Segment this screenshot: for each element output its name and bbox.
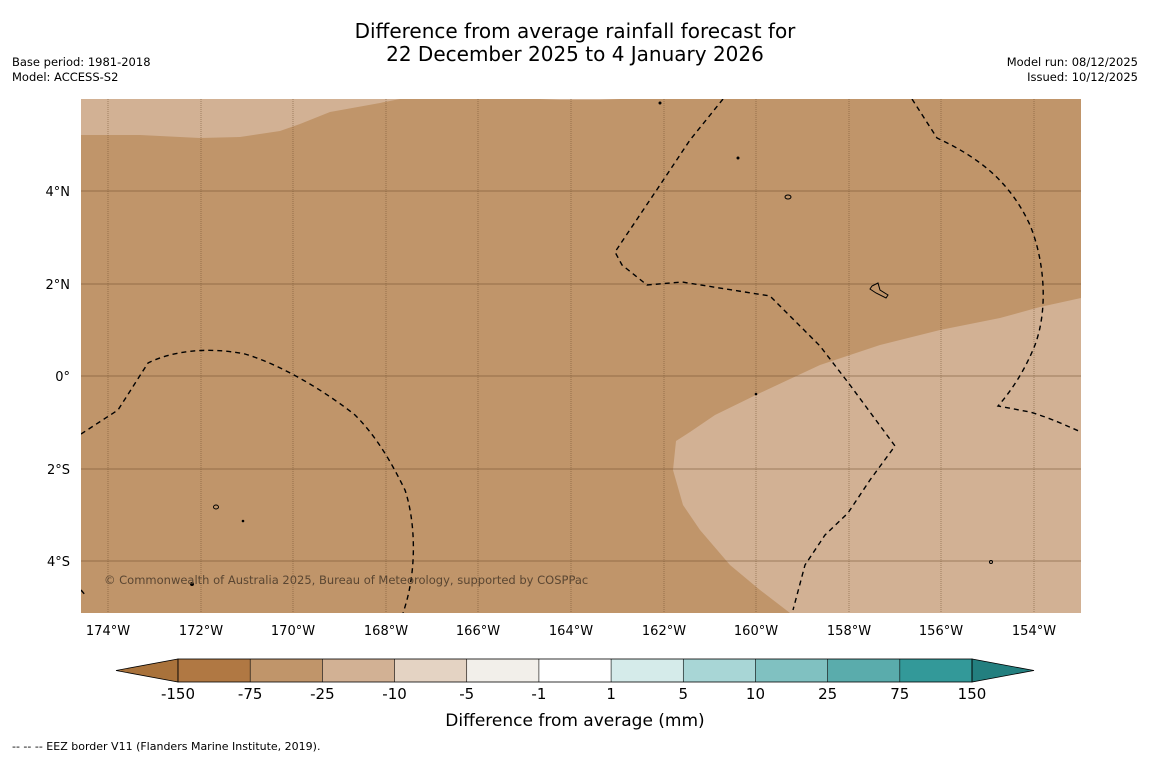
eez-border-central — [614, 99, 896, 611]
colorbar-tick-label: -10 — [382, 685, 407, 703]
map-figure: © Commonwealth of Australia 2025, Bureau… — [46, 99, 1081, 731]
colorbar-segment — [611, 659, 684, 682]
title-line-2: 22 December 2025 to 4 January 2026 — [386, 42, 764, 66]
colorbar-tick-label: 10 — [746, 685, 765, 703]
lat-label: 4°S — [47, 555, 70, 570]
colorbar-tick-label: -25 — [310, 685, 335, 703]
lon-label: 170°W — [271, 624, 315, 639]
base-period-text: Base period: 1981-2018 — [12, 55, 151, 69]
colorbar-segment — [683, 659, 756, 682]
lat-label: 2°N — [46, 278, 71, 293]
islet — [989, 560, 993, 564]
colorbar-tick-label: 5 — [678, 685, 688, 703]
lon-label: 156°W — [919, 624, 963, 639]
islet — [658, 101, 662, 105]
colorbar-tick-label: 150 — [958, 685, 987, 703]
lon-label: 174°W — [86, 624, 130, 639]
colorbar-extend-high — [971, 658, 1035, 683]
model-text: Model: ACCESS-S2 — [12, 70, 119, 84]
eez-borders — [81, 99, 1081, 613]
eez-footnote: -- -- -- EEZ border V11 (Flanders Marine… — [12, 740, 321, 753]
light-shading-top — [81, 99, 400, 138]
colorbar-tick-label: -1 — [531, 685, 546, 703]
eez-border-west — [81, 349, 415, 613]
lat-label: 4°N — [46, 185, 71, 200]
islet — [190, 582, 194, 586]
colorbar-tick-label: 1 — [606, 685, 616, 703]
model-run-text: Model run: 08/12/2025 — [1006, 55, 1138, 69]
longitude-labels: 174°W 172°W 170°W 168°W 166°W 164°W 162°… — [86, 624, 1056, 639]
colorbar-extend-low — [115, 658, 179, 683]
lon-label: 172°W — [179, 624, 223, 639]
colorbar-tick-label: -150 — [161, 685, 195, 703]
lon-label: 162°W — [642, 624, 686, 639]
colorbar-segment — [899, 659, 972, 682]
colorbar-segment — [250, 659, 323, 682]
lon-label: 158°W — [827, 624, 871, 639]
eez-border-east — [911, 99, 1081, 433]
colorbar-segment — [538, 659, 612, 682]
light-shading-southeast — [673, 298, 1081, 613]
island — [784, 194, 792, 200]
colorbar-segment — [827, 659, 900, 682]
island — [213, 504, 219, 510]
lon-label: 166°W — [456, 624, 500, 639]
colorbar-label: Difference from average (mm) — [445, 711, 704, 731]
lon-label: 154°W — [1012, 624, 1056, 639]
light-shading-strip — [540, 99, 620, 100]
latitude-labels: 4°N 2°N 0° 2°S 4°S — [46, 185, 71, 570]
map-area: © Commonwealth of Australia 2025, Bureau… — [81, 99, 1081, 613]
lon-label: 164°W — [549, 624, 593, 639]
colorbar-tick-label: -5 — [459, 685, 474, 703]
lon-label: 160°W — [734, 624, 778, 639]
lon-label: 168°W — [364, 624, 408, 639]
colorbar-tick-label: 75 — [890, 685, 909, 703]
colorbar-segment — [394, 659, 467, 682]
lat-label: 2°S — [47, 463, 70, 478]
issued-text: Issued: 10/12/2025 — [1027, 70, 1138, 84]
meta-left: Base period: 1981-2018 Model: ACCESS-S2 — [12, 55, 151, 85]
lat-label: 0° — [55, 370, 70, 385]
title-line-1: Difference from average rainfall forecas… — [354, 19, 796, 43]
eez-border-sw-fragment — [81, 589, 87, 597]
islet — [754, 392, 758, 396]
islet — [736, 156, 740, 160]
colorbar-segment — [466, 659, 539, 682]
chart-title: Difference from average rainfall forecas… — [0, 20, 1150, 66]
colorbar-tick-label: -75 — [238, 685, 263, 703]
colorbar-segment — [178, 659, 251, 682]
islet — [241, 519, 245, 523]
island-group — [869, 282, 889, 299]
colorbar-segment — [755, 659, 828, 682]
colorbar-tick-label: 25 — [818, 685, 837, 703]
colorbar: -150 -75 -25 -10 -5 -1 1 5 10 25 75 150 — [115, 658, 1035, 703]
copyright-text: © Commonwealth of Australia 2025, Bureau… — [104, 573, 588, 587]
islands — [190, 101, 993, 586]
colorbar-segment — [322, 659, 395, 682]
meta-right: Model run: 08/12/2025 Issued: 10/12/2025 — [1007, 55, 1138, 85]
graticule — [81, 99, 1081, 613]
